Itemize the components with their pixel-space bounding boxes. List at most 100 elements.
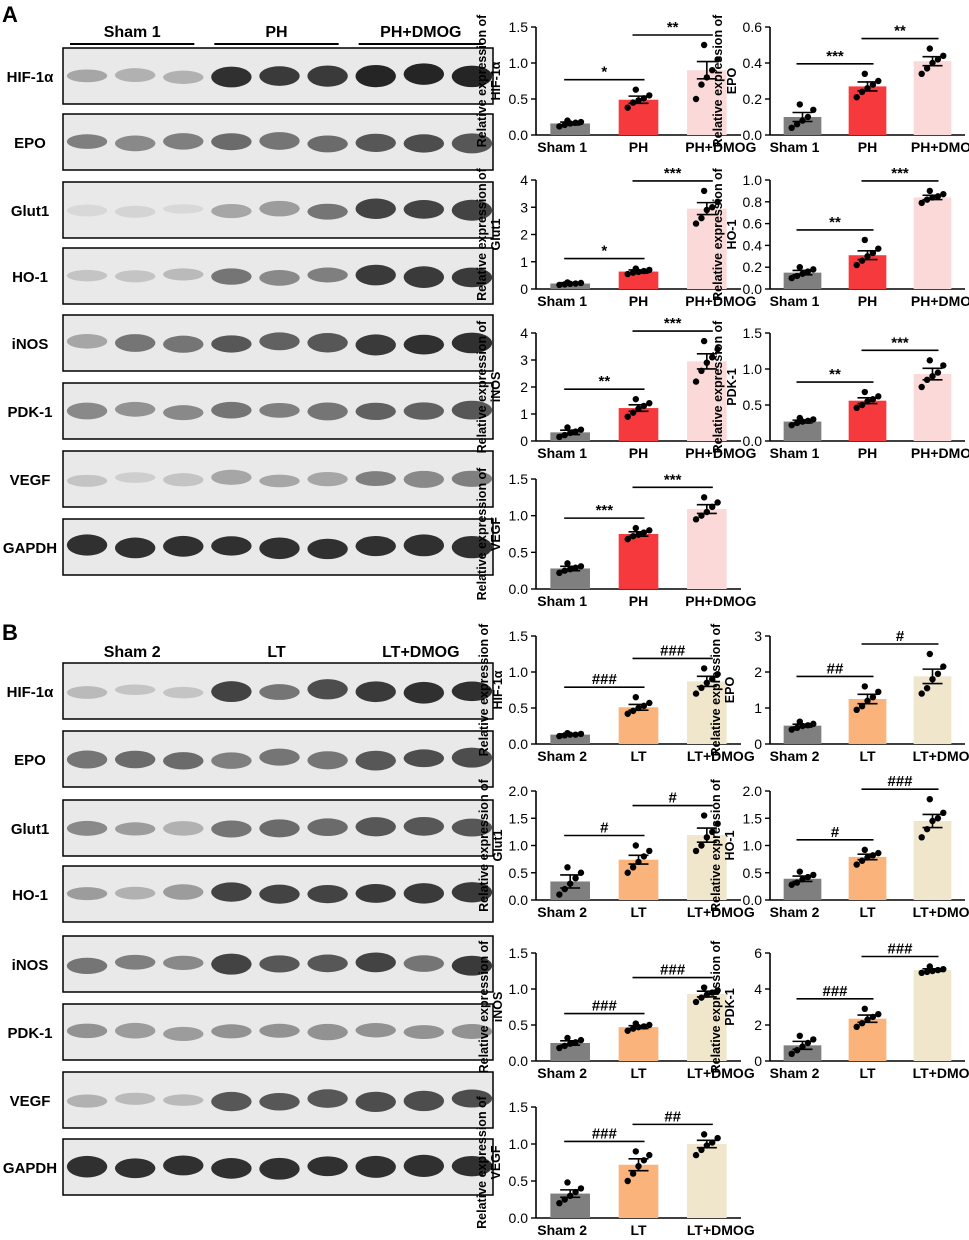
data-point [629, 864, 637, 871]
sig-label: # [600, 820, 609, 837]
y-tick-label: 1.5 [509, 945, 529, 961]
data-point [875, 77, 882, 85]
x-tick-label: Sham 1 [770, 445, 820, 461]
bar [913, 374, 952, 441]
x-tick-label: PH+DMOG [685, 139, 756, 155]
bar-chart-B-13: 0.0 0.5 1.0 1.5 Relative expression of VEGF Sh… [475, 1095, 755, 1238]
y-tick-label: 2 [754, 664, 762, 680]
band-label: PDK-1 [7, 1025, 52, 1042]
y-tick-label: 6 [754, 945, 762, 961]
band-label: GAPDH [3, 1160, 57, 1177]
band-mark [307, 1023, 348, 1041]
band-mark [355, 817, 396, 837]
band-mark [403, 470, 445, 488]
data-point [640, 853, 648, 860]
y-tick-label: 0.0 [509, 736, 529, 752]
data-point [692, 1151, 700, 1159]
sig-label: ### [660, 962, 686, 979]
data-point [861, 846, 868, 854]
y-axis-label: Relative expression of [477, 623, 491, 757]
sig-label: *** [596, 502, 614, 519]
band-mark [114, 472, 156, 483]
band-mark [451, 1024, 493, 1039]
band-mark [211, 820, 252, 838]
x-tick-label: LT [859, 1065, 876, 1081]
data-point [926, 650, 933, 658]
data-point [793, 879, 801, 886]
x-tick-label: Sham 2 [537, 1065, 587, 1081]
y-tick-label: 0.4 [743, 237, 763, 253]
data-point [934, 56, 942, 63]
y-tick-label: 0.0 [743, 892, 763, 908]
data-point [861, 388, 868, 396]
bar [848, 86, 887, 135]
data-point [853, 261, 860, 269]
band-label: EPO [14, 135, 46, 152]
band-mark [451, 535, 493, 559]
band-mark [66, 750, 108, 769]
y-tick-label: 1.0 [509, 1136, 529, 1152]
data-point [926, 187, 933, 195]
y-tick-label: 0.0 [509, 1053, 529, 1069]
sig-label: ### [887, 941, 913, 958]
x-tick-label: PH+DMOG [911, 139, 969, 155]
data-point [810, 416, 817, 423]
bar [618, 99, 659, 135]
band-mark [66, 686, 108, 699]
data-point [561, 885, 568, 893]
bar [550, 432, 590, 441]
x-tick-label: PH [629, 293, 648, 309]
data-point [796, 264, 803, 271]
band-mark [163, 1026, 204, 1042]
x-tick-label: PH+DMOG [685, 293, 756, 309]
data-point [853, 861, 860, 868]
bar [618, 534, 659, 589]
y-tick-label: 0.5 [509, 865, 529, 881]
band-mark [114, 1022, 156, 1039]
band-mark [114, 1092, 156, 1105]
band-mark [307, 818, 348, 837]
x-tick-label: PH+DMOG [685, 445, 756, 461]
group-header-label: LT [267, 644, 286, 661]
data-point [692, 378, 700, 385]
y-tick-label: 0.2 [743, 259, 763, 275]
band-mark [307, 884, 348, 904]
y-axis-label: Relative expression of [475, 1095, 489, 1229]
band-mark [114, 401, 156, 417]
band-mark [211, 1091, 252, 1112]
data-point [918, 70, 925, 78]
panel-letter: A [2, 2, 18, 27]
bar [550, 123, 590, 135]
data-point [632, 694, 639, 701]
band-mark [211, 469, 252, 485]
data-point [918, 199, 925, 207]
band-mark [211, 268, 252, 285]
band-mark [355, 133, 396, 152]
band-mark [259, 1092, 300, 1111]
data-point [861, 236, 868, 244]
band-mark [259, 1157, 300, 1180]
y-axis-label: Relative expression of [709, 623, 723, 757]
band-mark [403, 749, 445, 768]
band-mark [66, 204, 108, 217]
y-tick-label: 0.5 [509, 544, 529, 560]
data-point [577, 426, 585, 433]
band-mark [355, 884, 396, 903]
x-tick-label: LT [859, 748, 876, 764]
y-tick-label: 1.0 [509, 508, 529, 524]
y-axis-label: Relative expression of [475, 14, 489, 148]
x-tick-label: PH+DMOG [685, 593, 756, 609]
bar [687, 994, 727, 1061]
y-axis-label: Relative expression of [711, 320, 725, 454]
data-point [709, 204, 716, 211]
band-mark [163, 1094, 204, 1106]
band-mark [355, 750, 396, 771]
x-tick-label: PH [629, 593, 648, 609]
band-mark [66, 269, 108, 282]
band-mark [211, 133, 252, 151]
data-point [577, 1036, 585, 1044]
band-mark [355, 402, 396, 421]
